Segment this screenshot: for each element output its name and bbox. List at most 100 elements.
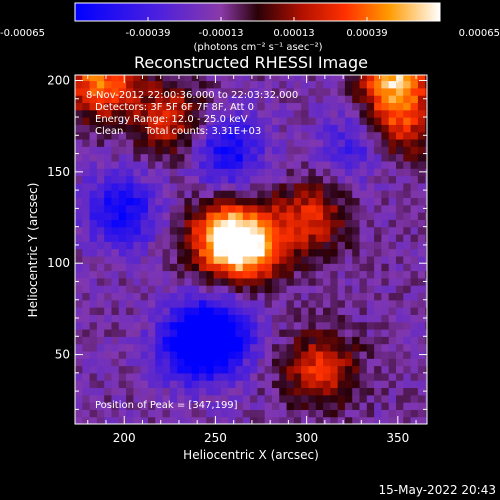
heatmap-cell [89, 233, 98, 242]
heatmap-cell [366, 175, 375, 184]
x-tick-label: 300 [295, 431, 318, 445]
heatmap-cell [126, 358, 134, 367]
heatmap-cell [293, 263, 302, 272]
heatmap-cell [162, 160, 171, 169]
heatmap-cell [82, 402, 91, 410]
heatmap-cell [352, 109, 361, 118]
heatmap-cell [220, 233, 229, 242]
heatmap-cell [395, 285, 404, 294]
heatmap-cell [279, 248, 288, 257]
heatmap-cell [235, 365, 244, 374]
heatmap-cell [169, 263, 178, 272]
heatmap-cell [242, 358, 251, 367]
heatmap-cell [199, 80, 207, 89]
heatmap-cell [155, 343, 164, 352]
heatmap-cell [184, 204, 193, 213]
heatmap-cell [191, 117, 200, 125]
heatmap-cell [286, 292, 295, 301]
heatmap-cell [220, 365, 229, 374]
heatmap-cell [89, 285, 98, 294]
heatmap-cell [126, 153, 134, 162]
heatmap-cell [403, 190, 412, 199]
heatmap-cell [213, 131, 222, 140]
heatmap-cell [374, 409, 383, 418]
heatmap-cell [242, 109, 251, 118]
heatmap-cell [417, 197, 426, 206]
heatmap-cell [352, 190, 361, 199]
heatmap-cell [82, 365, 91, 374]
heatmap-cell [344, 241, 353, 250]
heatmap-cell [264, 212, 273, 220]
heatmap-cell [82, 416, 91, 424]
heatmap-cell [118, 343, 127, 352]
heatmap-cell [169, 233, 178, 242]
heatmap-cell [220, 263, 229, 272]
heatmap-cell [235, 350, 244, 359]
heatmap-cell [395, 402, 404, 410]
heatmap-cell [271, 380, 280, 389]
heatmap-cell [235, 372, 244, 381]
heatmap-cell [111, 138, 120, 147]
heatmap-cell [425, 299, 427, 308]
heatmap-cell [381, 131, 390, 140]
heatmap-cell [220, 175, 229, 184]
heatmap-cell [337, 307, 346, 315]
heatmap-cell [199, 416, 207, 424]
heatmap-cell [250, 358, 258, 367]
heatmap-cell [381, 380, 390, 389]
heatmap-cell [308, 387, 317, 396]
heatmap-cell [264, 387, 273, 396]
heatmap-cell [366, 190, 375, 199]
heatmap-cell [381, 350, 390, 359]
heatmap-cell [169, 153, 178, 162]
heatmap-cell [169, 175, 178, 184]
heatmap-cell [417, 87, 426, 96]
heatmap-cell [140, 248, 149, 257]
heatmap-cell [126, 372, 134, 381]
heatmap-cell [257, 95, 266, 104]
heatmap-cell [381, 197, 390, 206]
heatmap-cell [199, 124, 207, 133]
heatmap-cell [191, 124, 200, 133]
heatmap-cell [104, 160, 113, 169]
heatmap-cell [140, 365, 149, 374]
heatmap-cell [162, 175, 171, 184]
heatmap-cell [301, 75, 310, 82]
heatmap-cell [250, 380, 258, 389]
heatmap-cell [228, 212, 237, 220]
heatmap-cell [133, 365, 142, 374]
heatmap-cell [126, 109, 134, 118]
heatmap-cell [220, 350, 229, 359]
heatmap-cell [257, 387, 266, 396]
heatmap-cell [199, 365, 207, 374]
heatmap-cell [286, 95, 295, 104]
heatmap-cell [242, 307, 251, 315]
heatmap-cell [96, 212, 105, 220]
heatmap-cell [82, 197, 91, 206]
heatmap-cell [264, 131, 273, 140]
heatmap-cell [89, 394, 98, 403]
heatmap-cell [155, 226, 164, 235]
heatmap-cell [425, 336, 427, 345]
heatmap-cell [293, 212, 302, 220]
heatmap-cell [374, 146, 383, 155]
heatmap-cell [264, 197, 273, 206]
heatmap-cell [403, 204, 412, 213]
heatmap-cell [293, 248, 302, 257]
heatmap-cell [315, 328, 324, 337]
heatmap-cell [118, 190, 127, 199]
heatmap-cell [191, 248, 200, 257]
heatmap-cell [213, 168, 222, 177]
heatmap-cell [293, 87, 302, 96]
heatmap-cell [257, 182, 266, 191]
heatmap-cell [410, 102, 419, 111]
heatmap-cell [147, 95, 156, 104]
heatmap-cell [344, 233, 353, 242]
heatmap-cell [366, 109, 375, 118]
heatmap-cell [308, 212, 317, 220]
heatmap-cell [330, 270, 339, 279]
heatmap-cell [279, 75, 288, 82]
heatmap-cell [366, 380, 375, 389]
heatmap-cell [293, 233, 302, 242]
heatmap-cell [403, 102, 412, 111]
